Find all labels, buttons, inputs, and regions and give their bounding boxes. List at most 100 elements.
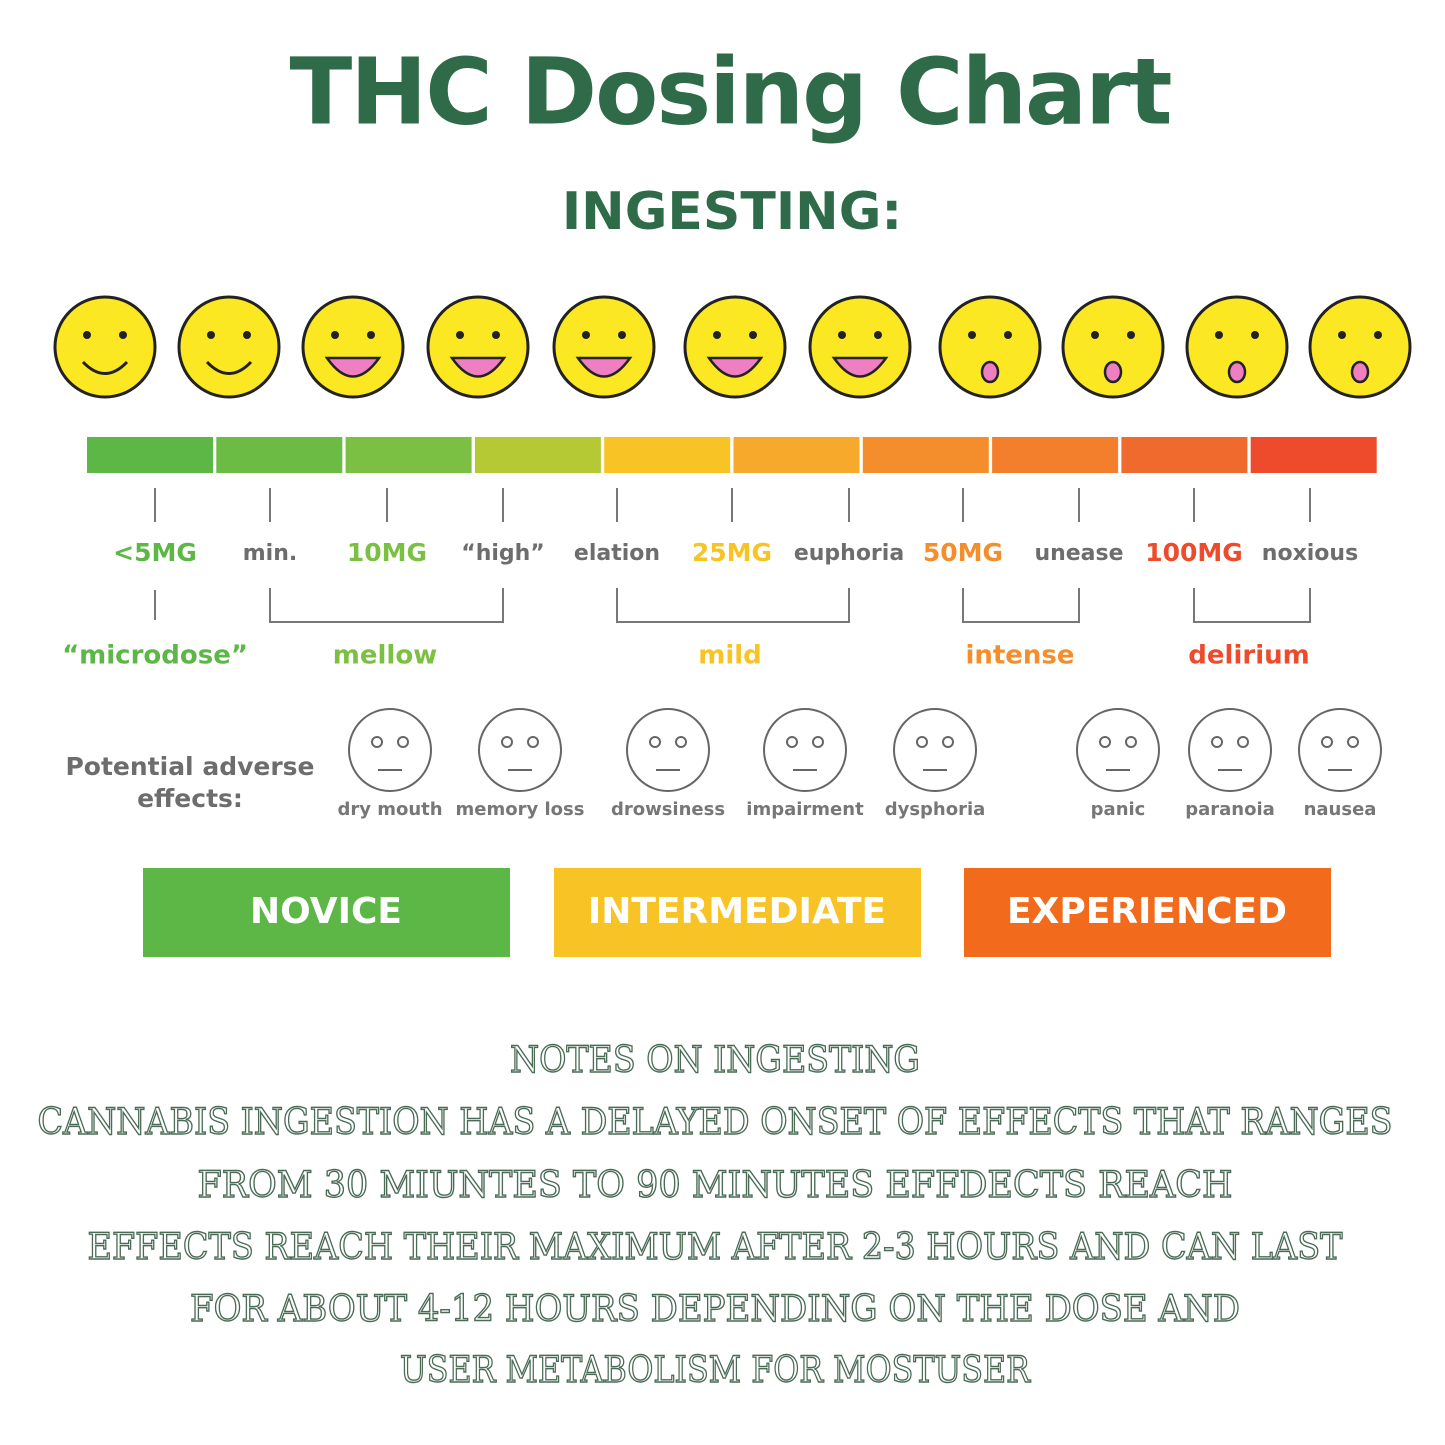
dose-label: elation bbox=[574, 541, 660, 566]
sketch-face bbox=[478, 708, 562, 792]
sketch-eye bbox=[649, 736, 661, 748]
sketch-eye bbox=[501, 736, 513, 748]
sketch-eye bbox=[527, 736, 539, 748]
emoji-eye bbox=[874, 331, 882, 339]
emoji-eye bbox=[367, 331, 375, 339]
emoji-eye bbox=[456, 331, 464, 339]
emoji-mouth bbox=[1103, 360, 1123, 384]
sketch-eye bbox=[1237, 736, 1249, 748]
sketch-eye bbox=[1347, 736, 1359, 748]
experience-box bbox=[964, 868, 1331, 957]
emoji-face bbox=[426, 295, 530, 399]
sketch-face bbox=[626, 708, 710, 792]
effect-label: drowsiness bbox=[611, 799, 725, 820]
dose-label: <5MG bbox=[113, 538, 197, 567]
sketch-face bbox=[1188, 708, 1272, 792]
emoji-mouth bbox=[831, 356, 889, 378]
experience-label: NOVICE bbox=[250, 891, 402, 932]
notes-line: FOR ABOUT 4-12 HOURS DEPENDING ON THE DO… bbox=[190, 1289, 1240, 1330]
dose-label: 50MG bbox=[923, 538, 1003, 567]
subtitle: INGESTING: bbox=[562, 182, 902, 242]
level-label: delirium bbox=[1188, 641, 1309, 671]
effect-label: nausea bbox=[1304, 799, 1377, 820]
sketch-eye bbox=[812, 736, 824, 748]
experience-label: INTERMEDIATE bbox=[588, 891, 886, 932]
sketch-eye bbox=[916, 736, 928, 748]
emoji-eye bbox=[492, 331, 500, 339]
emoji-eye bbox=[582, 331, 590, 339]
emoji-eye bbox=[1004, 331, 1012, 339]
effect-label: paranoia bbox=[1185, 799, 1275, 820]
emoji-eye bbox=[1215, 331, 1223, 339]
emoji-mouth bbox=[1227, 360, 1247, 384]
dose-bar-segment bbox=[474, 437, 601, 473]
emoji-eye bbox=[83, 331, 91, 339]
level-label: mild bbox=[698, 641, 762, 671]
dose-bar-segment bbox=[992, 437, 1119, 473]
effect-label: dysphoria bbox=[885, 799, 986, 820]
dose-label: unease bbox=[1034, 541, 1123, 566]
emoji-face bbox=[938, 295, 1042, 399]
dose-bar-segment bbox=[345, 437, 472, 473]
sketch-eye bbox=[397, 736, 409, 748]
emoji-face bbox=[683, 295, 787, 399]
effect-label: memory loss bbox=[456, 799, 585, 820]
sketch-face bbox=[893, 708, 977, 792]
emoji-eye bbox=[1374, 331, 1382, 339]
emoji-face bbox=[552, 295, 656, 399]
emoji-mouth bbox=[1350, 360, 1370, 384]
emoji-face bbox=[808, 295, 912, 399]
bracket bbox=[962, 588, 1080, 623]
emoji-face bbox=[1185, 295, 1289, 399]
dose-bar-segment bbox=[1121, 437, 1248, 473]
dose-bar-segment bbox=[216, 437, 343, 473]
emoji-eye bbox=[1091, 331, 1099, 339]
adverse-heading: effects: bbox=[137, 784, 243, 813]
dose-label: “high” bbox=[461, 541, 545, 566]
emoji-face bbox=[53, 295, 157, 399]
experience-label: EXPERIENCED bbox=[1007, 891, 1287, 932]
experience-box bbox=[143, 868, 510, 957]
emoji-eye bbox=[119, 331, 127, 339]
dose-label: 100MG bbox=[1145, 538, 1243, 567]
dose-bar-segment bbox=[862, 437, 989, 473]
emoji-mouth bbox=[706, 356, 764, 378]
bracket bbox=[269, 588, 504, 623]
effect-label: panic bbox=[1091, 799, 1146, 820]
emoji-eye bbox=[243, 331, 251, 339]
emoji-eye bbox=[749, 331, 757, 339]
sketch-eye bbox=[1321, 736, 1333, 748]
emoji-eye bbox=[331, 331, 339, 339]
emoji-mouth bbox=[81, 360, 129, 375]
effect-label: dry mouth bbox=[337, 799, 442, 820]
dose-label: min. bbox=[243, 541, 297, 566]
dose-label: noxious bbox=[1262, 541, 1358, 566]
notes-line: CANNABIS INGESTION HAS A DELAYED ONSET O… bbox=[38, 1102, 1393, 1143]
emoji-eye bbox=[1338, 331, 1346, 339]
emoji-eye bbox=[713, 331, 721, 339]
sketch-face bbox=[1298, 708, 1382, 792]
sketch-eye bbox=[942, 736, 954, 748]
dose-bar-segment bbox=[733, 437, 860, 473]
dose-bar-segment bbox=[1250, 437, 1377, 473]
emoji-eye bbox=[618, 331, 626, 339]
emoji-mouth bbox=[575, 356, 633, 378]
emoji-eye bbox=[968, 331, 976, 339]
notes-line: FROM 30 MIUNTES TO 90 MINUTES EFFDECTS R… bbox=[198, 1165, 1233, 1206]
sketch-eye bbox=[1099, 736, 1111, 748]
dose-label: 10MG bbox=[347, 538, 427, 567]
sketch-eye bbox=[1211, 736, 1223, 748]
notes-title: NOTES ON INGESTING bbox=[510, 1040, 920, 1081]
sketch-eye bbox=[1125, 736, 1137, 748]
emoji-mouth bbox=[980, 360, 1000, 384]
emoji-eye bbox=[207, 331, 215, 339]
dose-label: euphoria bbox=[794, 541, 904, 566]
dose-label: 25MG bbox=[692, 538, 772, 567]
level-label: mellow bbox=[333, 641, 437, 671]
sketch-eye bbox=[786, 736, 798, 748]
sketch-face bbox=[348, 708, 432, 792]
emoji-mouth bbox=[205, 360, 253, 375]
bracket bbox=[616, 588, 850, 623]
emoji-face bbox=[301, 295, 405, 399]
